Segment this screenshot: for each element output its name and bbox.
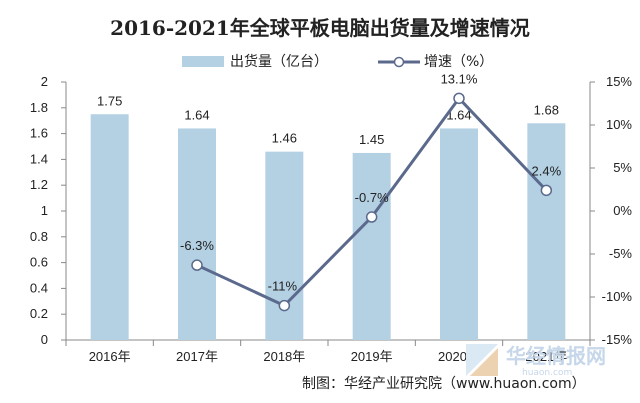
x-tick-label: 2019年: [351, 349, 393, 364]
y-left-tick-label: 1.8: [30, 100, 48, 115]
bars: [90, 114, 566, 340]
bar-data-label: 1.75: [97, 93, 122, 108]
bar: [90, 114, 129, 340]
y-left-tick-label: 1.6: [30, 126, 48, 141]
y-left-tick-label: 0.2: [30, 306, 48, 321]
y-left-tick-label: 1: [41, 203, 48, 218]
growth-marker: [540, 184, 553, 197]
growth-marker: [191, 259, 203, 271]
y-right-tick-label: -5%: [609, 246, 633, 261]
growth-data-label: 13.1%: [441, 71, 478, 86]
chart-title: 2016-2021年全球平板电脑出货量及增速情况: [110, 16, 530, 40]
growth-data-label: -0.7%: [355, 190, 389, 205]
y-right-tick-label: 15%: [606, 74, 632, 89]
bar-data-label: 1.45: [359, 132, 384, 147]
legend: 出货量（亿台） 增速（%）: [182, 53, 493, 70]
bar-data-label: 1.64: [446, 107, 471, 122]
y-left-tick-label: 1.4: [30, 151, 48, 166]
growth-marker: [453, 92, 465, 105]
growth-line: [191, 92, 553, 312]
axes: 0 0.2 0.4 0.6 0.8 1 1.2 1.4 1.6 1.8 2 -15% -10% -5% 0%…: [30, 74, 633, 364]
x-tick-label: 2016年: [89, 349, 131, 364]
y-right-tick-label: 10%: [606, 117, 632, 132]
bar: [440, 128, 478, 340]
bar-data-label: 1.64: [184, 107, 209, 122]
legend-label-bar: 出货量（亿台）: [230, 53, 328, 70]
y-left-tick-label: 1.2: [30, 177, 48, 192]
watermark-text: 华经情报网: [506, 344, 606, 368]
watermark-logo: 华经情报网 huaon.com: [466, 344, 606, 378]
bar-data-label: 1.46: [272, 131, 297, 146]
growth-marker: [365, 211, 378, 223]
y-right-tick-label: -15%: [602, 332, 633, 347]
bar-data-label: 1.68: [534, 102, 559, 117]
y-left-tick-label: 0.8: [30, 229, 48, 244]
y-left-tick-label: 0.4: [30, 280, 48, 295]
watermark-triangle: [466, 344, 498, 376]
legend-swatch-bar: [182, 56, 224, 67]
x-tick-label: 2021年: [525, 349, 567, 364]
legend-marker: [393, 56, 405, 68]
growth-data-label: -11%: [268, 279, 298, 294]
y-right-tick-label: 5%: [613, 160, 632, 175]
growth-data-label: -6.3%: [180, 238, 214, 253]
y-left-tick-label: 0: [41, 332, 48, 347]
x-tick-label: 2017年: [176, 349, 218, 364]
bar-labels: 1.75 1.64 1.46 1.45 1.64 1.68: [97, 93, 559, 147]
y-left-tick-label: 0.6: [30, 255, 48, 270]
y-right-tick-label: -10%: [602, 289, 633, 304]
x-tick-label: 2018年: [263, 349, 305, 364]
bar: [265, 151, 304, 340]
watermark-triangle-2: [470, 348, 498, 376]
growth-marker: [278, 299, 291, 312]
growth-data-label: 2.4%: [532, 163, 562, 178]
y-right-tick-label: 0%: [613, 203, 632, 218]
credit-text: 制图：华经产业研究院（www.huaon.com）: [302, 376, 586, 392]
growth-labels: -6.3% -11% -0.7% 13.1% 2.4%: [180, 71, 562, 293]
legend-label-line: 增速（%）: [424, 54, 493, 70]
bar: [178, 128, 216, 340]
watermark-subtext: huaon.com: [522, 368, 572, 378]
bar: [527, 123, 566, 340]
y-left-tick-label: 2: [41, 74, 48, 89]
bar: [352, 152, 391, 340]
